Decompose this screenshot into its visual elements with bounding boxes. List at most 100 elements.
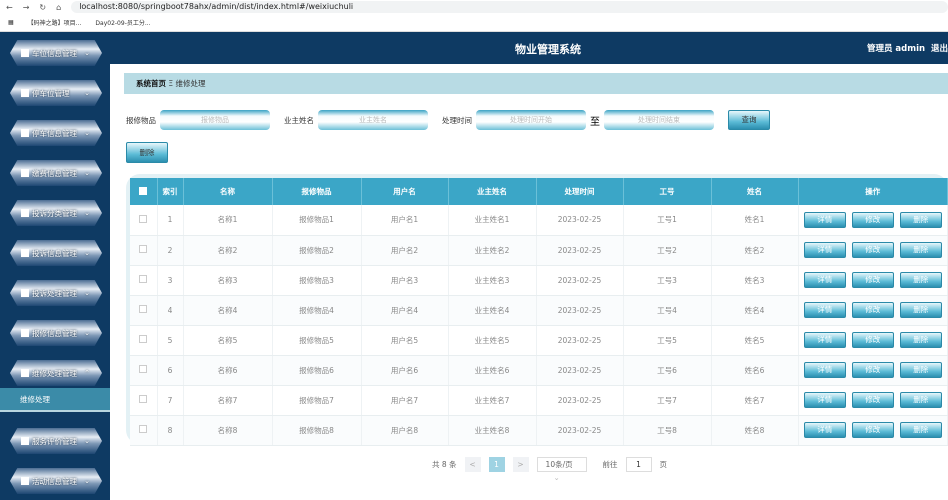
home-icon[interactable]: ⌂ [56,2,62,12]
edit-button[interactable]: 修改 [851,392,894,408]
select-all-checkbox[interactable] [139,186,148,195]
column-header: 报修物品 [272,178,362,205]
row-checkbox[interactable] [139,335,148,343]
table-cell: 用户名5 [361,325,449,356]
logout-link[interactable]: 退出 [930,44,948,54]
detail-button[interactable]: 详情 [803,392,846,408]
detail-button[interactable]: 详情 [803,362,846,378]
sidebar-item[interactable]: 停车位管理 ⌄ [10,80,102,106]
delete-button[interactable]: 删除 [899,211,942,228]
chevron-down-icon: ⌄ [84,169,90,177]
table-cell: 用户名7 [361,385,449,416]
delete-button[interactable]: 删除 [899,242,942,258]
table-cell: 2023-02-25 [536,205,624,236]
sidebar-item[interactable]: 活动信息管理 ⌄ [10,468,102,494]
detail-button[interactable]: 详情 [803,242,846,258]
table-cell: 8 [157,415,184,446]
reload-icon[interactable]: ↻ [39,2,47,12]
row-checkbox[interactable] [139,395,148,403]
delete-button[interactable]: 删除 [899,362,942,378]
table-row: 2 名称2 报修物品2 用户名2 业主姓名2 2023-02-25 工号2 姓名2 详情 修改 删除 [130,235,948,266]
sidebar-item[interactable]: 投诉信息管理 ⌄ [10,240,102,266]
edit-button[interactable]: 修改 [851,302,894,318]
browser-chrome: ← → ↻ ⌂ localhost:8080/springboot78ahx/admin… [0,0,948,32]
grid-icon [21,89,29,97]
detail-button[interactable]: 详情 [803,422,846,438]
sidebar-item[interactable]: 缴费信息管理 ⌄ [10,160,102,186]
bookmark[interactable]: 【码神之路】项目... [27,19,82,27]
app-title: 物业管理系统 [515,43,581,56]
table-cell: 报修物品1 [272,205,362,236]
delete-button[interactable]: 删除 [899,272,942,288]
sidebar-item[interactable]: 服务评价管理 ⌄ [10,428,102,454]
sidebar-item[interactable]: 投诉处理管理 ⌄ [10,280,102,306]
batch-delete-button[interactable]: 删除 [126,142,168,163]
detail-button[interactable]: 详情 [803,302,846,318]
table-cell: 用户名6 [361,355,449,386]
sidebar-item-label: 停车位管理 [32,88,70,98]
pagination: 共 8 条 < 1 > 10条/页 ⌄ 前往 1 页 [432,457,667,482]
breadcrumb-home[interactable]: 系统首页 [136,79,166,88]
goto-page-input[interactable]: 1 [625,457,652,472]
table-cell: 报修物品5 [272,325,362,356]
search-bar: 报修物品 报修物品 业主姓名 业主姓名 处理时间 处理时间开始 至处理时间结束 查询 [126,110,770,130]
forward-icon[interactable]: → [22,2,30,12]
sidebar-subitem-active[interactable]: 维修处理 [0,388,110,412]
table-cell: 报修物品2 [272,235,362,266]
book-icon [21,209,29,217]
row-checkbox[interactable] [139,305,148,313]
row-checkbox[interactable] [139,425,148,433]
detail-button[interactable]: 详情 [803,211,846,228]
detail-button[interactable]: 详情 [803,332,846,348]
table-cell: 1 [157,205,184,236]
edit-button[interactable]: 修改 [851,242,894,258]
delete-button[interactable]: 删除 [899,392,942,408]
page-size-select[interactable]: 10条/页 ⌄ [536,457,587,482]
table-cell: 2023-02-25 [536,265,624,296]
table-cell: 报修物品8 [272,415,362,446]
delete-button[interactable]: 删除 [899,332,942,348]
row-checkbox[interactable] [139,245,148,253]
start-time-input[interactable]: 处理时间开始 [476,110,586,130]
sidebar-item[interactable]: 投诉分类管理 ⌄ [10,200,102,226]
sidebar-item[interactable]: 报修信息管理 ⌄ [10,320,102,346]
query-button[interactable]: 查询 [728,110,770,130]
table-row: 6 名称6 报修物品6 用户名6 业主姓名6 2023-02-25 工号6 姓名6 详情 修改 删除 [130,355,948,386]
header: 物业管理系统 管理员 admin 退出 [110,32,948,64]
delete-button[interactable]: 删除 [899,302,942,318]
delete-button[interactable]: 删除 [899,422,942,438]
sidebar-item[interactable]: 停车信息管理 ⌄ [10,120,102,146]
to-label: 至 [590,116,600,128]
row-checkbox[interactable] [139,365,148,373]
table-cell: 用户名1 [361,205,449,236]
table-cell: 工号4 [623,295,712,326]
edit-button[interactable]: 修改 [851,272,894,288]
item-input[interactable]: 报修物品 [160,110,270,130]
owner-input[interactable]: 业主姓名 [318,110,428,130]
edit-button[interactable]: 修改 [851,332,894,348]
sidebar-item[interactable]: 维修处理管理 ⌃ [10,360,102,386]
row-checkbox[interactable] [139,275,148,283]
edit-button[interactable]: 修改 [851,211,894,228]
bar-chart-icon [21,289,29,297]
row-checkbox[interactable] [139,214,148,223]
table-cell: 工号3 [623,265,712,296]
back-icon[interactable]: ← [6,2,13,12]
bookmark[interactable]: Day02-09-员工分... [95,19,151,27]
edit-button[interactable]: 修改 [851,422,894,438]
next-page-button[interactable]: > [512,457,529,472]
apps-icon[interactable]: ▦ [8,18,14,26]
prev-page-button[interactable]: < [464,457,481,472]
page-button[interactable]: 1 [488,457,505,472]
table-cell: 2023-02-25 [536,415,624,446]
table-cell: 用户名4 [361,295,449,326]
end-time-input[interactable]: 处理时间结束 [604,110,714,130]
table-cell: 2023-02-25 [536,235,624,266]
sidebar-item-label: 投诉分类管理 [32,208,77,218]
column-header: 操作 [798,178,948,205]
address-bar[interactable]: localhost:8080/springboot78ahx/admin/dis… [71,1,948,13]
edit-button[interactable]: 修改 [851,362,894,378]
sidebar-item[interactable]: 车位信息管理 ⌄ [10,40,102,66]
detail-button[interactable]: 详情 [803,272,846,288]
goto-label: 前往 [602,460,618,469]
